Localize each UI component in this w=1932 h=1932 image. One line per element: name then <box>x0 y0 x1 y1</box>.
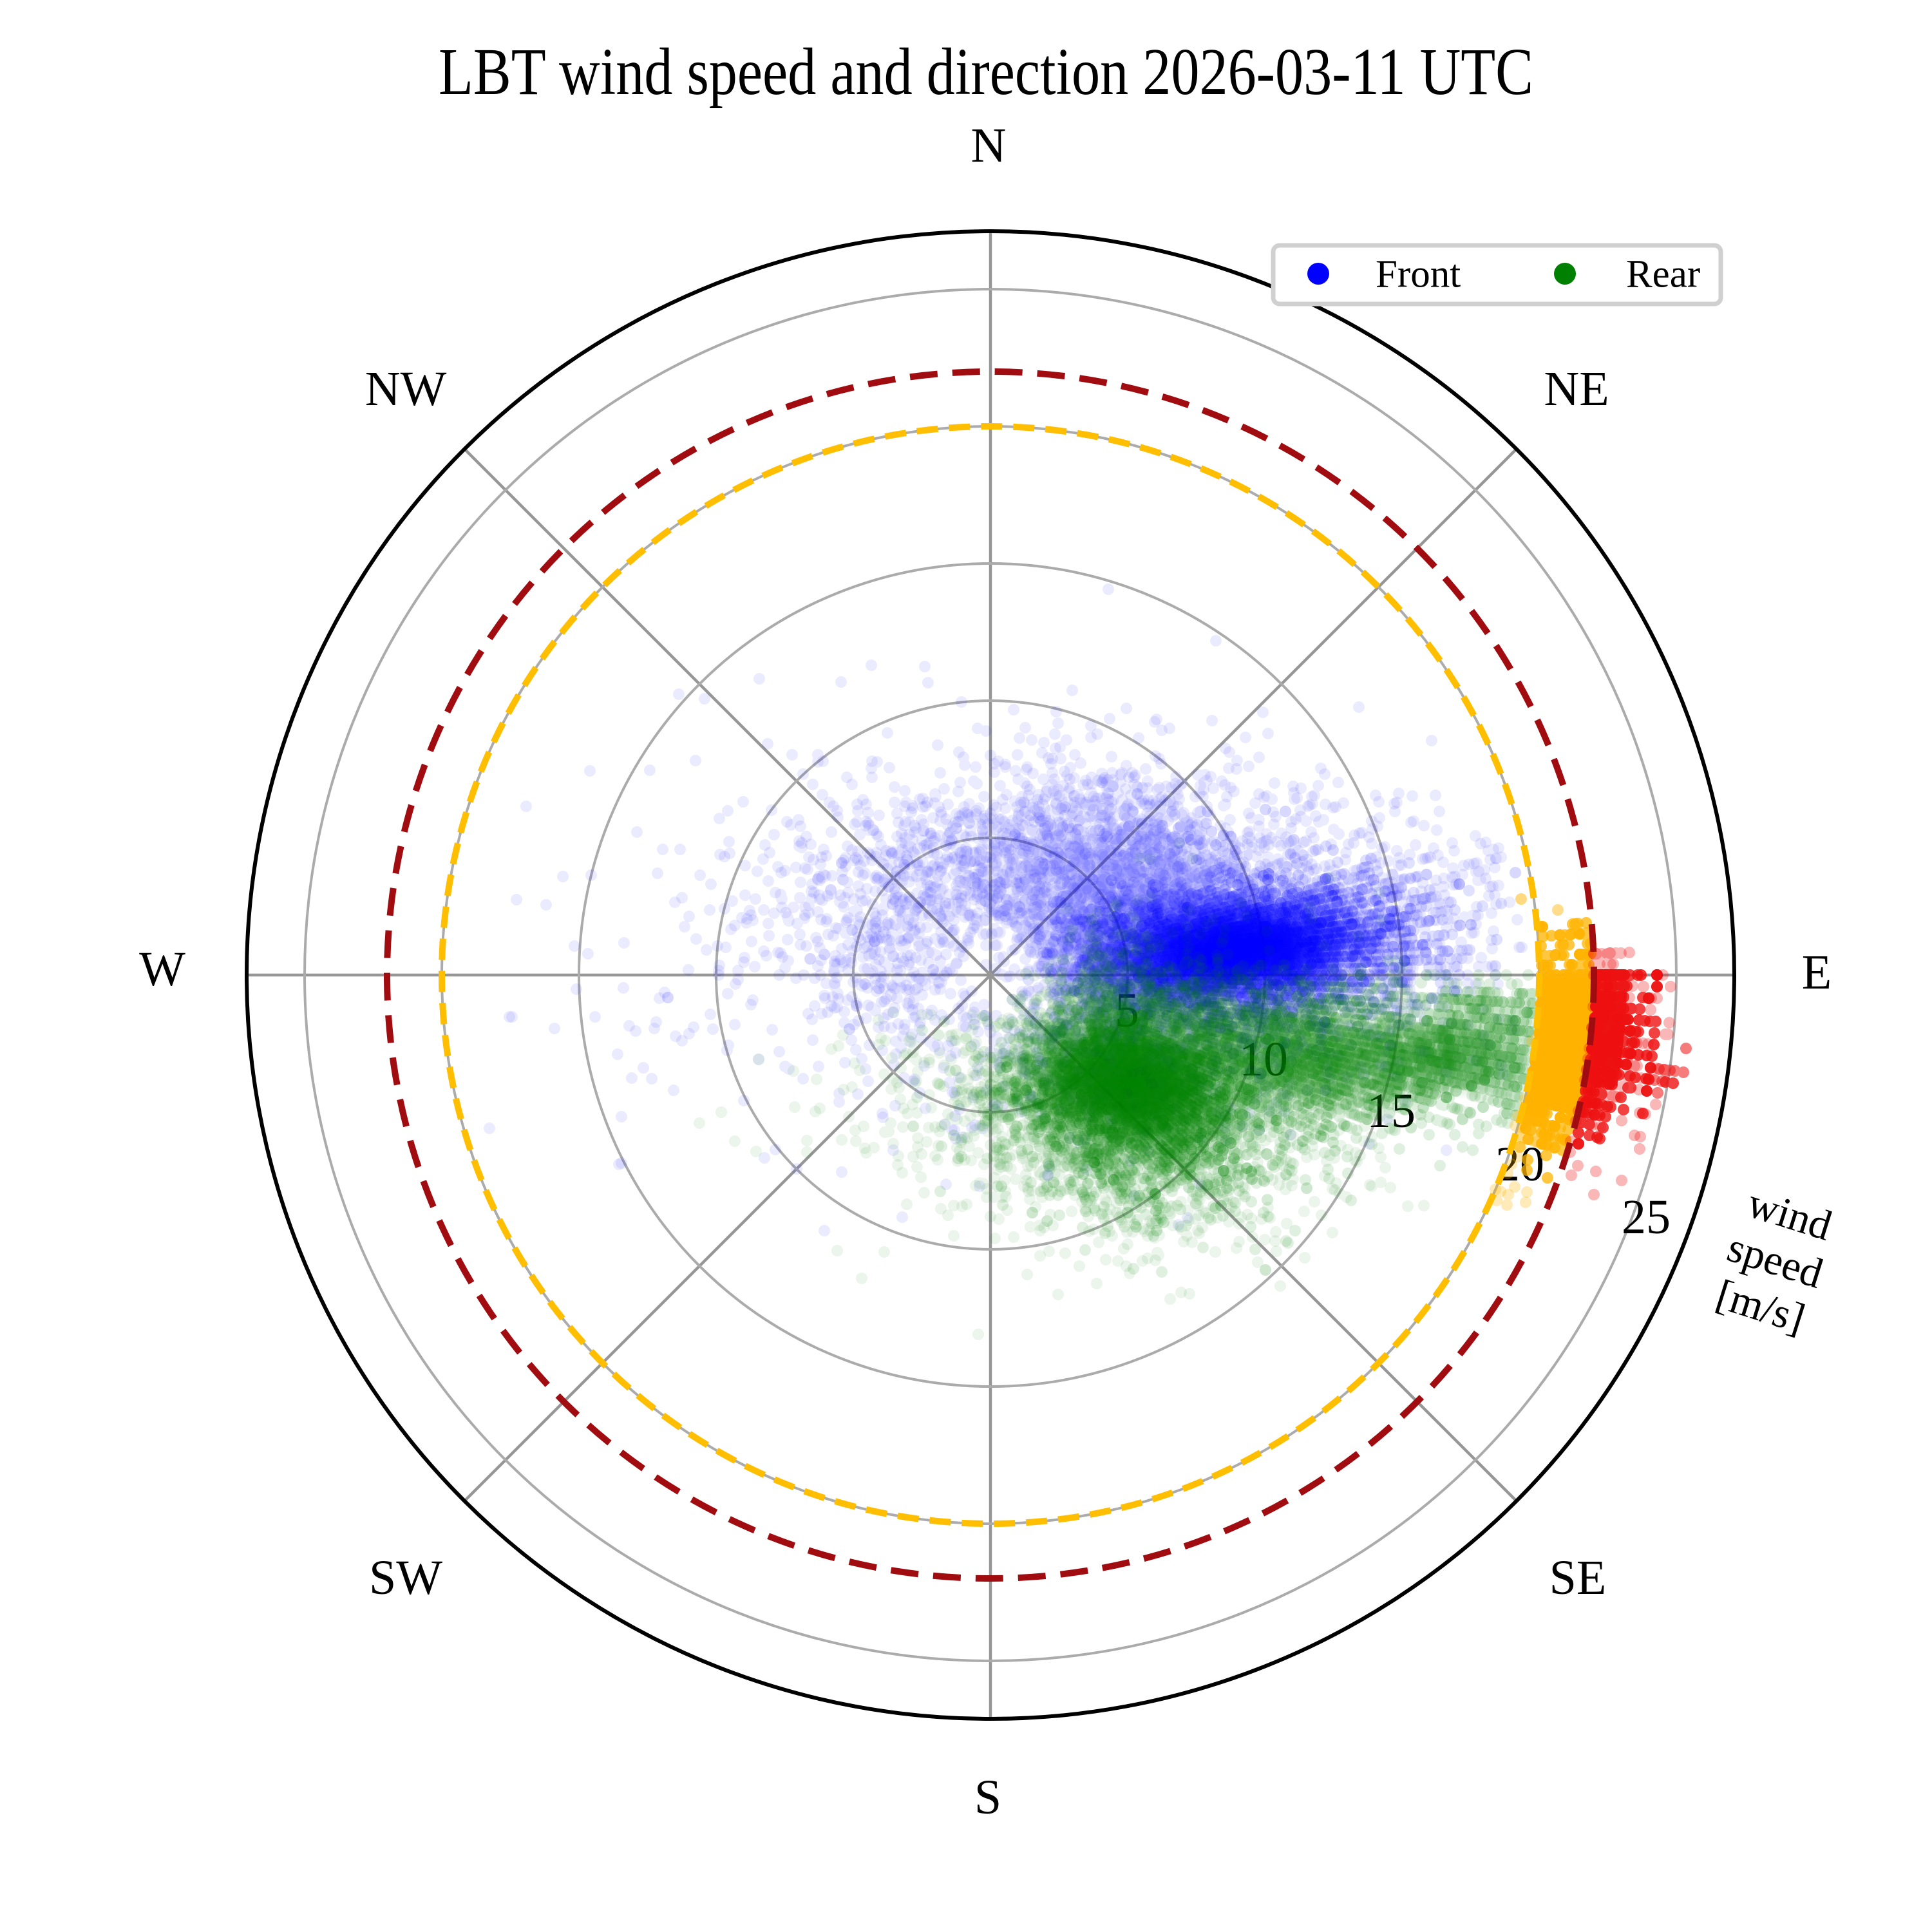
svg-text:W: W <box>139 942 185 996</box>
svg-text:SW: SW <box>369 1551 442 1605</box>
svg-text:Front: Front <box>1376 253 1461 296</box>
svg-text:N: N <box>971 118 1007 173</box>
svg-text:Rear: Rear <box>1626 253 1700 296</box>
svg-text:E: E <box>1802 945 1832 999</box>
svg-text:25: 25 <box>1622 1190 1671 1244</box>
svg-text:NE: NE <box>1544 362 1609 416</box>
svg-text:SE: SE <box>1549 1551 1607 1605</box>
svg-text:LBT wind speed and direction 2: LBT wind speed and direction 2026-03-11 … <box>439 35 1533 109</box>
svg-text:S: S <box>974 1770 1001 1824</box>
svg-text:NW: NW <box>365 362 447 416</box>
